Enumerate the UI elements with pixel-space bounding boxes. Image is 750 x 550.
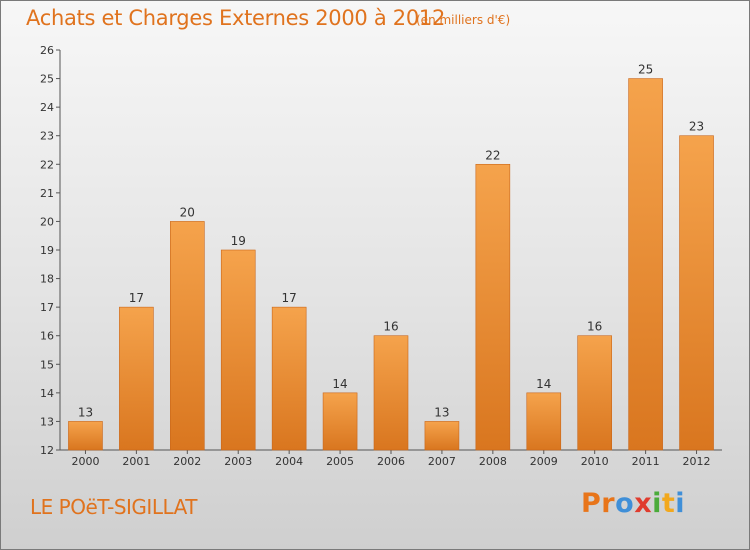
- data-label: 19: [231, 234, 246, 248]
- data-label: 13: [434, 405, 449, 419]
- y-tick-label: 13: [40, 415, 54, 428]
- data-label: 16: [587, 320, 602, 334]
- y-tick-label: 14: [40, 387, 54, 400]
- y-tick-label: 24: [40, 101, 54, 114]
- bar-2010: [577, 335, 612, 451]
- bar-2007: [424, 421, 460, 451]
- x-tick-label: 2005: [326, 455, 354, 468]
- brand-logo: Proxiti: [581, 488, 685, 519]
- brand-letter: t: [661, 488, 676, 519]
- bar-2006: [373, 335, 409, 451]
- data-label: 22: [485, 148, 500, 162]
- brand-letter: P: [581, 488, 602, 519]
- x-tick-label: 2011: [632, 455, 660, 468]
- bar-2002: [170, 221, 205, 451]
- x-tick-label: 2004: [275, 455, 303, 468]
- x-tick-label: 2000: [71, 455, 99, 468]
- y-tick-label: 20: [40, 215, 54, 228]
- y-tick-label: 21: [40, 187, 54, 200]
- brand-letter: o: [615, 488, 635, 519]
- x-tick-label: 2001: [122, 455, 150, 468]
- data-label: 16: [383, 320, 398, 334]
- y-tick-label: 16: [40, 330, 54, 343]
- data-label: 14: [332, 377, 347, 391]
- data-label: 20: [180, 205, 195, 219]
- y-tick-label: 18: [40, 273, 54, 286]
- x-tick-label: 2007: [428, 455, 456, 468]
- x-tick-label: 2010: [581, 455, 609, 468]
- bar-2012: [679, 135, 714, 451]
- bar-2009: [526, 392, 562, 451]
- y-tick-label: 22: [40, 158, 54, 171]
- x-tick-label: 2009: [530, 455, 558, 468]
- bar-2003: [220, 249, 256, 451]
- bar-2011: [628, 78, 663, 451]
- brand-letter: r: [601, 488, 616, 519]
- brand-letter: i: [675, 488, 686, 519]
- y-tick-label: 15: [40, 358, 54, 371]
- bar-2001: [119, 306, 154, 451]
- x-tick-label: 2008: [479, 455, 507, 468]
- bars: [68, 78, 714, 451]
- brand-letter: x: [634, 488, 653, 519]
- y-tick-label: 12: [40, 444, 54, 457]
- data-label: 13: [78, 405, 93, 419]
- data-label: 14: [536, 377, 551, 391]
- x-tick-label: 2012: [683, 455, 711, 468]
- bar-2000: [68, 421, 103, 451]
- bar-2004: [271, 306, 307, 451]
- chart-subtitle: (en milliers d'€): [416, 13, 511, 27]
- commune-name: LE POëT-SIGILLAT: [30, 495, 197, 519]
- x-tick-label: 2003: [224, 455, 252, 468]
- data-label: 17: [129, 291, 144, 305]
- bar-2005: [322, 392, 358, 451]
- y-tick-label: 26: [40, 44, 54, 57]
- chart-title: Achats et Charges Externes 2000 à 2012: [26, 6, 446, 30]
- data-label: 25: [638, 63, 653, 77]
- brand-letter: i: [652, 488, 662, 519]
- y-tick-label: 19: [40, 244, 54, 257]
- y-tick-label: 25: [40, 73, 54, 86]
- x-tick-label: 2006: [377, 455, 405, 468]
- x-tick-label: 2002: [173, 455, 201, 468]
- y-tick-label: 17: [40, 301, 54, 314]
- y-tick-label: 23: [40, 130, 54, 143]
- bar-2008: [475, 163, 511, 451]
- data-label: 23: [689, 120, 704, 134]
- data-label: 17: [282, 291, 297, 305]
- value-labels: 13 17 20 19 17 14 16 13 22 14 16 25 23: [78, 63, 704, 420]
